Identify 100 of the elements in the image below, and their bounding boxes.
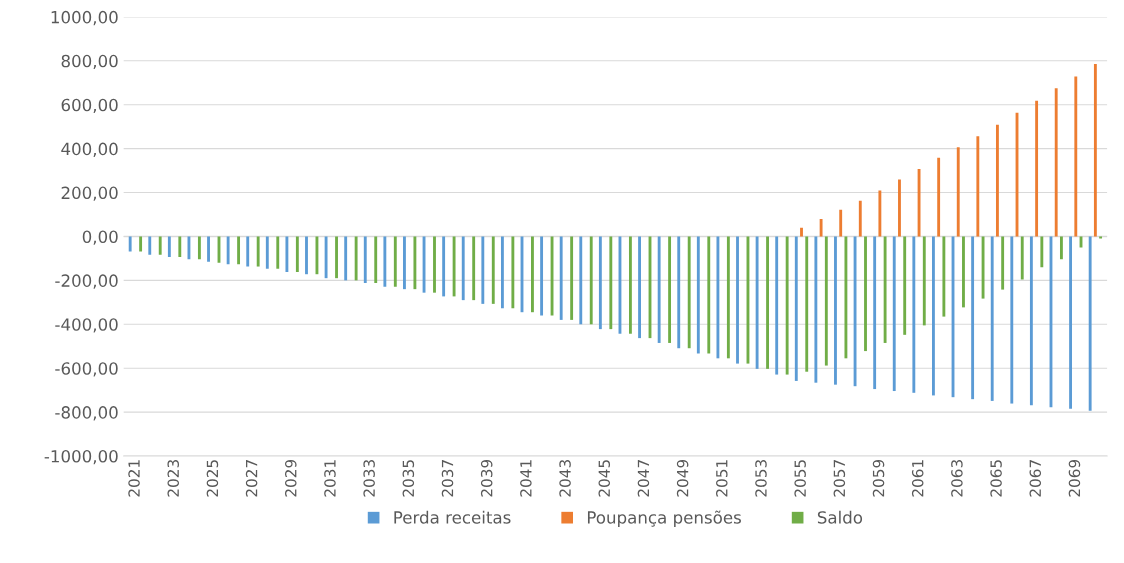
- y-tick-label: 0,00: [82, 230, 118, 245]
- bar: [898, 179, 901, 237]
- bar: [819, 218, 823, 237]
- x-tick-label: 2043: [559, 460, 571, 497]
- x-tick-label: 2035: [402, 460, 415, 497]
- y-tick-label: -600,00: [55, 362, 118, 377]
- bar: [335, 236, 338, 279]
- bar: [276, 236, 280, 269]
- bar: [971, 236, 975, 400]
- bar: [995, 124, 999, 237]
- bar: [873, 236, 877, 390]
- bar: [956, 147, 960, 237]
- bar: [413, 236, 417, 290]
- x-tick-label: 2033: [363, 460, 375, 497]
- bar: [265, 236, 269, 269]
- bar: [839, 209, 843, 237]
- bar: [139, 236, 143, 252]
- bar: [226, 236, 230, 265]
- bar: [354, 236, 358, 281]
- bar: [598, 236, 602, 330]
- bar: [1010, 236, 1014, 404]
- bar: [461, 236, 465, 301]
- bar: [844, 236, 848, 359]
- bar: [472, 236, 476, 301]
- bar: [687, 236, 691, 349]
- bar: [824, 236, 828, 366]
- bar: [912, 236, 916, 393]
- bar: [707, 236, 711, 354]
- y-tick-label: 600,00: [61, 98, 118, 113]
- bar: [1088, 236, 1092, 411]
- bar: [433, 236, 436, 293]
- bar: [1093, 64, 1097, 237]
- bar: [696, 236, 700, 354]
- bar: [1059, 236, 1063, 260]
- bar: [1029, 236, 1033, 406]
- bar: [716, 236, 720, 359]
- bar: [976, 136, 980, 237]
- bar: [324, 236, 328, 279]
- bar: [363, 236, 367, 284]
- bar: [922, 236, 926, 326]
- bar: [344, 236, 348, 281]
- bar: [305, 236, 308, 275]
- x-tick-label: 2041: [520, 460, 532, 497]
- bar: [814, 236, 818, 383]
- x-tick-label: 2049: [676, 459, 689, 497]
- bar: [668, 236, 672, 343]
- bar: [834, 236, 837, 385]
- x-tick-label: 2051: [716, 460, 728, 497]
- bar: [491, 236, 495, 304]
- bar: [931, 236, 935, 396]
- bar: [285, 236, 289, 273]
- x-tick-label: 2069: [1068, 459, 1081, 497]
- bar: [178, 236, 182, 258]
- bar: [540, 236, 544, 316]
- bar: [785, 236, 789, 375]
- bar: [766, 236, 769, 369]
- bar: [197, 236, 201, 260]
- bar: [1020, 236, 1024, 280]
- x-tick-label: 2031: [324, 460, 336, 497]
- bar: [167, 236, 171, 258]
- x-tick-label: 2037: [441, 460, 454, 497]
- x-tick-label: 2021: [128, 460, 140, 497]
- bar: [858, 200, 862, 237]
- bar: [1040, 236, 1044, 268]
- bar: [237, 236, 241, 265]
- bar: [962, 236, 965, 308]
- y-tick-label: 200,00: [61, 186, 118, 201]
- bar: [374, 236, 378, 284]
- bar: [1054, 88, 1058, 237]
- y-tick-label: 400,00: [61, 142, 118, 157]
- bar: [383, 236, 387, 287]
- x-tick-label: 2061: [911, 460, 924, 497]
- x-tick-label: 2055: [794, 460, 806, 497]
- bar: [481, 236, 485, 304]
- bar: [794, 236, 798, 381]
- x-tick-label: 2053: [755, 460, 767, 497]
- bar: [403, 236, 406, 290]
- x-tick-label: 2045: [598, 460, 611, 497]
- bar: [589, 236, 593, 325]
- x-tick-label: 2047: [637, 460, 650, 497]
- bar: [903, 236, 907, 335]
- bar: [736, 236, 739, 364]
- bar: [442, 236, 446, 297]
- x-tick-label: 2027: [245, 460, 258, 497]
- y-tick-label: -800,00: [55, 406, 118, 421]
- bar: [511, 236, 515, 309]
- bar: [878, 190, 882, 237]
- bar: [1035, 100, 1039, 237]
- bar: [800, 227, 803, 237]
- bar: [609, 236, 613, 330]
- bar: [864, 236, 867, 352]
- bar: [295, 236, 299, 273]
- bar: [1069, 236, 1073, 409]
- x-tick-label: 2025: [206, 460, 219, 497]
- y-tick-label: -200,00: [55, 274, 118, 289]
- bar: [892, 236, 896, 392]
- x-tick-label: 2063: [951, 460, 963, 497]
- y-tick-label: -400,00: [55, 318, 118, 333]
- bar: [1074, 76, 1078, 237]
- bar: [256, 236, 260, 267]
